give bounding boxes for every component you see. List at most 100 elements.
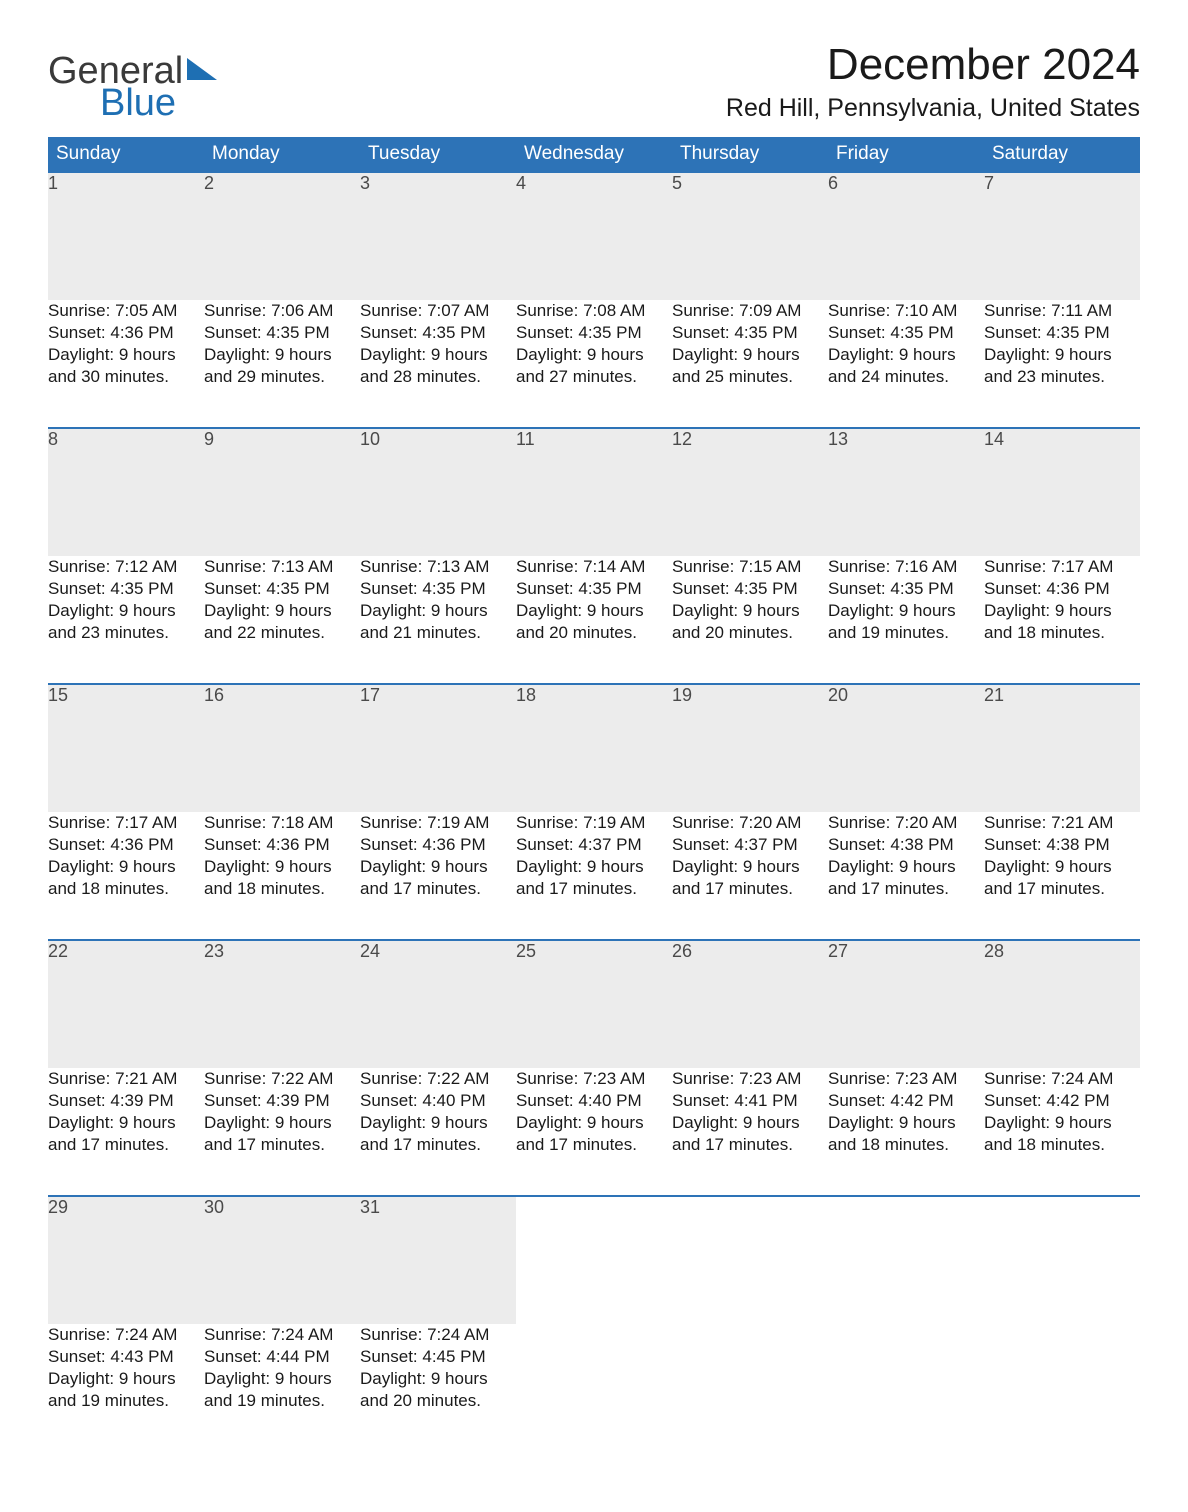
sunset-text: Sunset: 4:40 PM (360, 1090, 516, 1112)
sunrise-text: Sunrise: 7:21 AM (984, 812, 1140, 834)
empty-cell (672, 1196, 828, 1324)
daylight-text: Daylight: 9 hours and 24 minutes. (828, 344, 984, 388)
day-cell: Sunrise: 7:14 AMSunset: 4:35 PMDaylight:… (516, 556, 672, 684)
sunrise-text: Sunrise: 7:19 AM (360, 812, 516, 834)
title-block: December 2024 Red Hill, Pennsylvania, Un… (726, 32, 1140, 137)
sunset-text: Sunset: 4:38 PM (984, 834, 1140, 856)
weekday-header: Tuesday (360, 137, 516, 172)
day-cell: Sunrise: 7:07 AMSunset: 4:35 PMDaylight:… (360, 300, 516, 428)
day-number-row: 1234567 (48, 172, 1140, 300)
day-cell: Sunrise: 7:21 AMSunset: 4:38 PMDaylight:… (984, 812, 1140, 940)
sunrise-text: Sunrise: 7:20 AM (672, 812, 828, 834)
daylight-text: Daylight: 9 hours and 17 minutes. (516, 856, 672, 900)
day-number: 12 (672, 428, 828, 556)
brand-logo: General Blue (48, 52, 217, 122)
empty-cell (984, 1324, 1140, 1452)
day-content-row: Sunrise: 7:17 AMSunset: 4:36 PMDaylight:… (48, 812, 1140, 940)
sunset-text: Sunset: 4:40 PM (516, 1090, 672, 1112)
day-number-row: 22232425262728 (48, 940, 1140, 1068)
sunset-text: Sunset: 4:36 PM (48, 322, 204, 344)
day-number: 1 (48, 172, 204, 300)
day-number: 6 (828, 172, 984, 300)
brand-word2: Blue (100, 84, 217, 122)
day-cell: Sunrise: 7:11 AMSunset: 4:35 PMDaylight:… (984, 300, 1140, 428)
sunrise-text: Sunrise: 7:08 AM (516, 300, 672, 322)
sunset-text: Sunset: 4:39 PM (48, 1090, 204, 1112)
sunset-text: Sunset: 4:35 PM (204, 322, 360, 344)
weekday-header: Thursday (672, 137, 828, 172)
day-number: 5 (672, 172, 828, 300)
day-number: 21 (984, 684, 1140, 812)
daylight-text: Daylight: 9 hours and 20 minutes. (516, 600, 672, 644)
sunrise-text: Sunrise: 7:16 AM (828, 556, 984, 578)
daylight-text: Daylight: 9 hours and 23 minutes. (984, 344, 1140, 388)
daylight-text: Daylight: 9 hours and 20 minutes. (360, 1368, 516, 1412)
day-cell: Sunrise: 7:16 AMSunset: 4:35 PMDaylight:… (828, 556, 984, 684)
sunset-text: Sunset: 4:36 PM (48, 834, 204, 856)
sunrise-text: Sunrise: 7:07 AM (360, 300, 516, 322)
sunrise-text: Sunrise: 7:15 AM (672, 556, 828, 578)
sunset-text: Sunset: 4:35 PM (672, 322, 828, 344)
day-cell: Sunrise: 7:23 AMSunset: 4:40 PMDaylight:… (516, 1068, 672, 1196)
sunset-text: Sunset: 4:35 PM (516, 578, 672, 600)
sunrise-text: Sunrise: 7:09 AM (672, 300, 828, 322)
sunset-text: Sunset: 4:35 PM (48, 578, 204, 600)
day-content-row: Sunrise: 7:24 AMSunset: 4:43 PMDaylight:… (48, 1324, 1140, 1452)
day-content-row: Sunrise: 7:05 AMSunset: 4:36 PMDaylight:… (48, 300, 1140, 428)
sunset-text: Sunset: 4:37 PM (516, 834, 672, 856)
day-number: 13 (828, 428, 984, 556)
sunset-text: Sunset: 4:37 PM (672, 834, 828, 856)
day-cell: Sunrise: 7:13 AMSunset: 4:35 PMDaylight:… (360, 556, 516, 684)
month-title: December 2024 (726, 40, 1140, 90)
sunset-text: Sunset: 4:35 PM (828, 322, 984, 344)
sunrise-text: Sunrise: 7:12 AM (48, 556, 204, 578)
day-number: 14 (984, 428, 1140, 556)
day-cell: Sunrise: 7:18 AMSunset: 4:36 PMDaylight:… (204, 812, 360, 940)
day-cell: Sunrise: 7:17 AMSunset: 4:36 PMDaylight:… (984, 556, 1140, 684)
daylight-text: Daylight: 9 hours and 27 minutes. (516, 344, 672, 388)
empty-cell (984, 1196, 1140, 1324)
daylight-text: Daylight: 9 hours and 17 minutes. (48, 1112, 204, 1156)
day-cell: Sunrise: 7:23 AMSunset: 4:41 PMDaylight:… (672, 1068, 828, 1196)
day-cell: Sunrise: 7:24 AMSunset: 4:45 PMDaylight:… (360, 1324, 516, 1452)
daylight-text: Daylight: 9 hours and 29 minutes. (204, 344, 360, 388)
day-cell: Sunrise: 7:22 AMSunset: 4:40 PMDaylight:… (360, 1068, 516, 1196)
day-number: 27 (828, 940, 984, 1068)
daylight-text: Daylight: 9 hours and 17 minutes. (672, 856, 828, 900)
day-cell: Sunrise: 7:17 AMSunset: 4:36 PMDaylight:… (48, 812, 204, 940)
empty-cell (516, 1324, 672, 1452)
sunrise-text: Sunrise: 7:23 AM (516, 1068, 672, 1090)
sunrise-text: Sunrise: 7:17 AM (984, 556, 1140, 578)
daylight-text: Daylight: 9 hours and 20 minutes. (672, 600, 828, 644)
day-cell: Sunrise: 7:09 AMSunset: 4:35 PMDaylight:… (672, 300, 828, 428)
sunset-text: Sunset: 4:35 PM (360, 322, 516, 344)
sunrise-text: Sunrise: 7:13 AM (204, 556, 360, 578)
sunset-text: Sunset: 4:36 PM (360, 834, 516, 856)
empty-cell (828, 1324, 984, 1452)
day-number: 8 (48, 428, 204, 556)
sunrise-text: Sunrise: 7:24 AM (360, 1324, 516, 1346)
sunrise-text: Sunrise: 7:24 AM (984, 1068, 1140, 1090)
sunset-text: Sunset: 4:43 PM (48, 1346, 204, 1368)
sunset-text: Sunset: 4:41 PM (672, 1090, 828, 1112)
day-number: 20 (828, 684, 984, 812)
empty-cell (516, 1196, 672, 1324)
daylight-text: Daylight: 9 hours and 17 minutes. (672, 1112, 828, 1156)
daylight-text: Daylight: 9 hours and 18 minutes. (984, 600, 1140, 644)
sunset-text: Sunset: 4:36 PM (204, 834, 360, 856)
weekday-header: Sunday (48, 137, 204, 172)
day-cell: Sunrise: 7:15 AMSunset: 4:35 PMDaylight:… (672, 556, 828, 684)
sunset-text: Sunset: 4:35 PM (360, 578, 516, 600)
day-cell: Sunrise: 7:12 AMSunset: 4:35 PMDaylight:… (48, 556, 204, 684)
daylight-text: Daylight: 9 hours and 17 minutes. (360, 1112, 516, 1156)
sunset-text: Sunset: 4:39 PM (204, 1090, 360, 1112)
sunrise-text: Sunrise: 7:05 AM (48, 300, 204, 322)
sunrise-text: Sunrise: 7:17 AM (48, 812, 204, 834)
sunrise-text: Sunrise: 7:24 AM (204, 1324, 360, 1346)
weekday-header: Friday (828, 137, 984, 172)
day-number: 29 (48, 1196, 204, 1324)
day-cell: Sunrise: 7:20 AMSunset: 4:38 PMDaylight:… (828, 812, 984, 940)
sunrise-text: Sunrise: 7:14 AM (516, 556, 672, 578)
daylight-text: Daylight: 9 hours and 30 minutes. (48, 344, 204, 388)
day-number: 3 (360, 172, 516, 300)
